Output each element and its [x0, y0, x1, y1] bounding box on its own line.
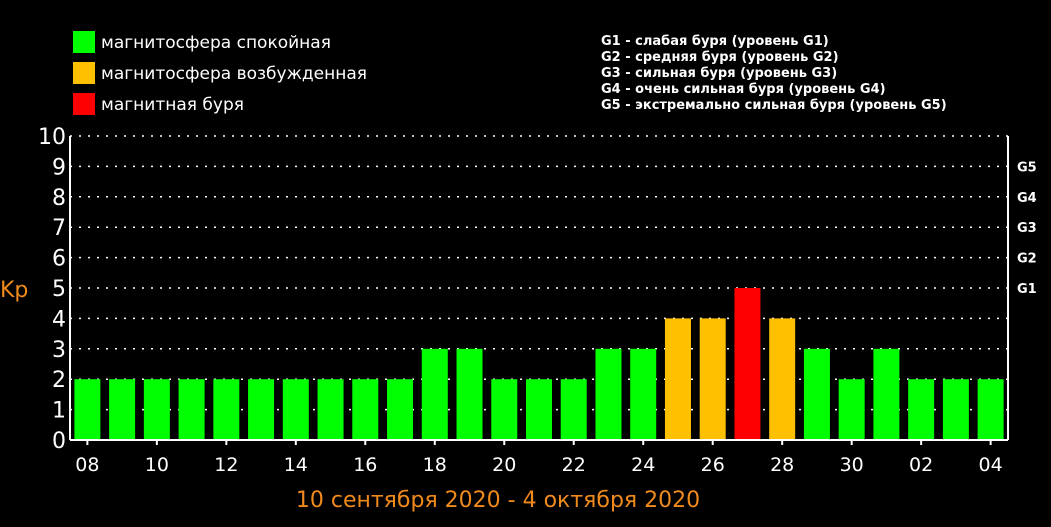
bar-28: [769, 318, 796, 440]
y-tick-label: 7: [52, 216, 66, 241]
bar-04: [977, 379, 1004, 440]
bar-29: [803, 348, 830, 440]
bar-03: [942, 379, 969, 440]
x-tick-label: 04: [979, 454, 1003, 476]
bar-24: [630, 348, 657, 440]
legend-label: магнитосфера возбужденная: [101, 64, 367, 84]
g-level-label: G2: [1017, 252, 1037, 267]
bar-09: [109, 379, 136, 440]
bar-02: [908, 379, 935, 440]
bars: [74, 288, 1004, 440]
bar-10: [143, 379, 170, 440]
y-axis-label: Kp: [0, 278, 28, 303]
y-tick-label: 9: [52, 155, 66, 180]
bar-14: [282, 379, 309, 440]
storm-level-item: G4 - очень сильная буря (уровень G4): [601, 82, 886, 97]
bar-22: [560, 379, 587, 440]
y-tick-label: 8: [52, 186, 66, 211]
bar-18: [421, 348, 448, 440]
y-tick-label: 6: [52, 247, 66, 272]
g-level-label: G1: [1017, 282, 1037, 297]
x-tick-label: 26: [701, 454, 725, 476]
x-tick-label: 02: [909, 454, 933, 476]
storm-level-item: G5 - экстремально сильная буря (уровень …: [601, 98, 947, 113]
color-legend: магнитосфера спокойная магнитосфера возбу…: [73, 31, 367, 115]
bar-20: [491, 379, 518, 440]
grid-lines: [70, 135, 1008, 411]
y-tick-labels: 0 1 2 3 4 5 6 7 8 9 10: [38, 125, 66, 454]
storm-level-item: G1 - слабая буря (уровень G1): [601, 34, 829, 49]
bar-19: [456, 348, 483, 440]
bar-21: [526, 379, 552, 440]
bar-13: [248, 379, 275, 440]
g-level-labels: G1 G2 G3 G4 G5: [1017, 160, 1037, 297]
x-tick-label: 14: [284, 454, 308, 476]
bar-30: [838, 379, 865, 440]
bar-17: [387, 379, 414, 440]
bar-15: [317, 379, 344, 440]
storm-level-item: G2 - средняя буря (уровень G2): [601, 50, 839, 65]
y-tick-label: 1: [52, 399, 66, 424]
x-tick-label: 28: [770, 454, 794, 476]
y-tick-label: 0: [52, 429, 66, 454]
bar-23: [595, 348, 622, 440]
y-tick-label: 5: [52, 277, 66, 302]
x-tick-label: 30: [840, 454, 864, 476]
g-level-label: G5: [1017, 160, 1037, 175]
x-tick-label: 22: [562, 454, 586, 476]
date-range-label: 10 сентября 2020 - 4 октября 2020: [296, 488, 700, 513]
legend-swatch: [73, 93, 95, 115]
y-tick-label: 3: [52, 338, 66, 363]
x-tick-label: 24: [631, 454, 655, 476]
axes: [69, 136, 1009, 445]
bar-27: [734, 288, 761, 440]
bar-11: [178, 379, 205, 440]
legend-label: магнитная буря: [101, 95, 244, 115]
y-tick-label: 4: [52, 307, 66, 332]
g-level-label: G3: [1017, 221, 1037, 236]
storm-level-item: G3 - сильная буря (уровень G3): [601, 66, 837, 81]
bar-12: [213, 379, 240, 440]
y-tick-label: 2: [52, 368, 66, 393]
x-tick-label: 16: [353, 454, 377, 476]
legend-label: магнитосфера спокойная: [101, 33, 331, 53]
x-tick-label: 20: [492, 454, 516, 476]
x-tick-label: 18: [423, 454, 447, 476]
bar-16: [352, 379, 379, 440]
bar-08: [74, 379, 101, 440]
g-level-label: G4: [1017, 191, 1037, 206]
x-tick-labels: 08 10 12 14 16 18 20 22 24 26 28 30 02 04: [75, 454, 1002, 476]
legend-swatch: [73, 31, 95, 53]
x-tick-label: 12: [214, 454, 238, 476]
y-tick-label: 10: [38, 125, 66, 150]
storm-level-legend: G1 - слабая буря (уровень G1)G2 - средня…: [601, 34, 947, 113]
x-tick-label: 08: [75, 454, 99, 476]
x-tick-label: 10: [145, 454, 169, 476]
bar-25: [664, 318, 691, 440]
bar-26: [699, 318, 726, 440]
bar-01: [873, 348, 900, 440]
legend-swatch: [73, 62, 95, 84]
